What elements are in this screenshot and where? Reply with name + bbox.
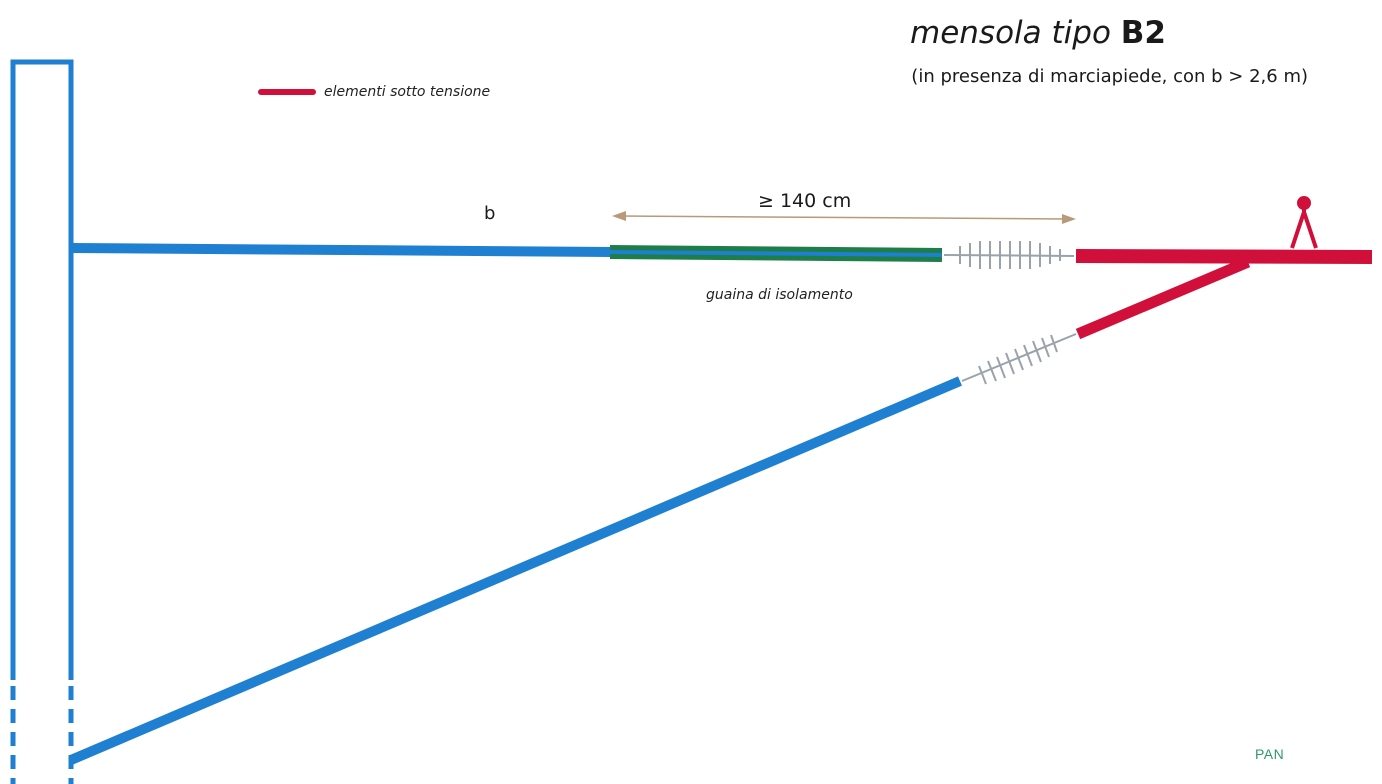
legend-swatch: [258, 89, 316, 95]
wire-support-knob: [1297, 196, 1311, 210]
live-diagonal-bar: [1075, 256, 1251, 340]
dimension-line: [612, 211, 1076, 224]
legend: elementi sotto tensione: [258, 84, 490, 100]
upper-insulator: [943, 241, 1075, 269]
title-code: B2: [1120, 15, 1166, 51]
live-upper-bar: [1075, 249, 1373, 264]
legend-label: elementi sotto tensione: [324, 84, 491, 100]
dimension-label: ≥ 140 cm: [758, 190, 852, 212]
wire-support: [1290, 206, 1318, 249]
sheath-core: [609, 250, 943, 257]
pole-outline: [10, 59, 74, 680]
bracket-label: b: [484, 203, 496, 224]
diagram-subtitle: (in presenza di marciapiede, con b > 2,6…: [911, 66, 1308, 87]
sheath-label: guaina di isolamento: [706, 287, 853, 303]
upper-arm: [70, 243, 613, 257]
pole: [10, 59, 74, 784]
lower-strut: [69, 376, 962, 765]
lower-insulator: [961, 333, 1077, 385]
diagram-title: mensola tipo B2: [758, 14, 1318, 52]
corner-mark: PAN: [1255, 746, 1285, 762]
title-prefix: mensola tipo: [910, 15, 1111, 51]
